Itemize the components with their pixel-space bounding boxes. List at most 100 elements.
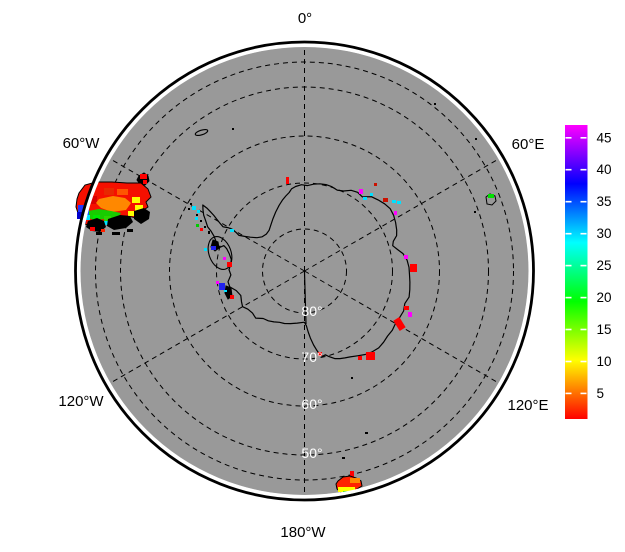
- patch-cell: [135, 205, 143, 211]
- patch-cell: [107, 215, 133, 230]
- data-marker: [404, 306, 409, 310]
- patch-cell: [350, 471, 354, 479]
- data-marker: [230, 295, 234, 299]
- data-marker: [383, 198, 388, 202]
- island-dot: [365, 432, 368, 434]
- patch-cell: [88, 196, 97, 204]
- longitude-label: 60°E: [512, 136, 545, 153]
- colorbar-tick-label: 5: [597, 386, 605, 401]
- data-marker: [392, 200, 396, 203]
- latitude-label: 60°: [301, 396, 322, 412]
- data-marker: [227, 262, 232, 267]
- patch-cell: [132, 197, 140, 203]
- colorbar-gradient-bar: [565, 125, 588, 419]
- patch-cell: [350, 478, 360, 483]
- south-georgia: [194, 128, 209, 137]
- longitude-label: 120°E: [507, 397, 548, 414]
- latitude-label: 70°: [301, 349, 322, 365]
- island-dot: [351, 377, 353, 379]
- data-marker: [192, 206, 196, 210]
- data-marker: [318, 352, 322, 356]
- island-dot: [204, 226, 206, 228]
- island-dot: [190, 203, 192, 205]
- patch-cell: [134, 208, 150, 224]
- patch-cell: [127, 229, 133, 232]
- graticule: [95, 49, 514, 493]
- data-marker: [488, 194, 494, 198]
- island-dot: [475, 138, 477, 140]
- patch-cell: [78, 205, 84, 212]
- meridian-line: [111, 270, 305, 383]
- patch-cell: [338, 487, 355, 492]
- data-marker: [204, 248, 207, 251]
- patch-cell: [93, 215, 100, 220]
- patch-cell: [112, 232, 120, 235]
- colorbar-tick-label: 35: [597, 194, 612, 209]
- island-dot: [232, 128, 234, 130]
- patch-cell: [104, 216, 111, 221]
- data-marker: [366, 352, 375, 360]
- island-dot: [208, 231, 210, 234]
- data-marker: [393, 317, 406, 331]
- colorbar-tick-label: 25: [597, 258, 612, 273]
- data-marker: [216, 281, 219, 284]
- colorbar-tick-label: 30: [597, 226, 612, 241]
- colorbar-tick-label: 20: [597, 290, 612, 305]
- data-marker: [394, 211, 397, 215]
- patch-cell: [90, 227, 95, 231]
- data-marker: [374, 183, 377, 186]
- patch-cell: [117, 189, 128, 195]
- latitude-circle: [262, 228, 347, 314]
- patagonia-shelf-data-patch: [75, 181, 152, 235]
- longitude-label: 60°W: [63, 135, 101, 152]
- longitude-label: 180°W: [280, 524, 326, 541]
- data-marker: [200, 228, 203, 231]
- colorbar-tick-label: 40: [597, 162, 612, 177]
- data-marker: [143, 180, 147, 184]
- colorbar-tick-label: 10: [597, 354, 612, 369]
- island-dot: [474, 211, 476, 213]
- longitude-label: 0°: [298, 10, 312, 27]
- colorbar-tick-label: 15: [597, 322, 612, 337]
- data-marker: [195, 217, 198, 220]
- patch-cell: [101, 229, 105, 232]
- data-marker: [410, 264, 417, 272]
- island-dot: [434, 103, 436, 105]
- patch-cell: [128, 211, 135, 216]
- data-marker: [363, 197, 367, 200]
- map-edge-white-ring: [76, 43, 533, 499]
- longitude-labels: 0° 60°W 60°E 120°W 120°E 180°W: [58, 10, 548, 541]
- data-marker: [358, 356, 362, 360]
- data-marker: [359, 189, 363, 194]
- data-marker: [219, 283, 225, 290]
- data-marker: [211, 246, 216, 250]
- meridian-180-solid-segment: [303, 271, 307, 325]
- map-edge-circle: [74, 40, 535, 502]
- antarctica-coastline: [202, 183, 411, 360]
- patch-cell: [96, 232, 102, 235]
- longitude-label: 120°W: [58, 393, 104, 410]
- patch-cell: [102, 221, 108, 225]
- data-marker: [370, 193, 373, 196]
- island-dot: [188, 208, 190, 210]
- data-marker: [196, 224, 199, 227]
- patch-cell: [84, 215, 90, 220]
- data-marker: [140, 174, 147, 179]
- data-marker: [197, 210, 200, 213]
- latitude-label: 80°: [301, 303, 322, 319]
- patch-cell: [96, 196, 131, 212]
- data-marker: [224, 290, 227, 292]
- data-marker: [230, 229, 234, 232]
- patch-cell: [104, 188, 114, 195]
- latitude-label: 50°: [301, 445, 322, 461]
- meridian-line: [304, 159, 498, 272]
- data-marker: [286, 177, 289, 184]
- data-marker: [397, 201, 401, 204]
- data-marker: [223, 257, 226, 260]
- alexander-island-loop: [207, 236, 233, 270]
- island-dot: [342, 457, 345, 459]
- patch-cell: [77, 212, 83, 219]
- data-marker: [408, 312, 412, 317]
- coastal-data-markers: [140, 174, 494, 360]
